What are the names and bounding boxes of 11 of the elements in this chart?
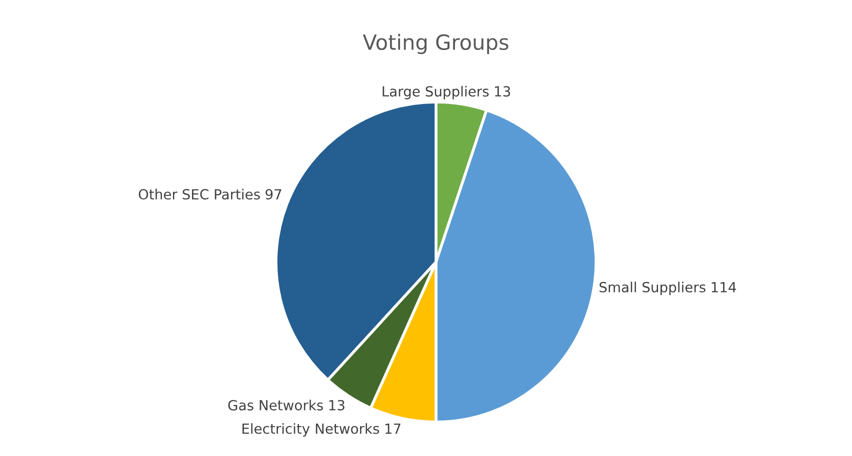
data-label: 97 [266, 189, 282, 200]
data-label: 114 [712, 282, 736, 292]
slice-label: Other SEC Parties [138, 188, 260, 200]
slice-label: Small Suppliers [600, 282, 706, 296]
data-label: 13 [329, 400, 344, 410]
slice-label: Gas Networks [228, 400, 323, 410]
slice-label: Electricity Networks [242, 423, 380, 437]
slice-label: Large Suppliers [382, 86, 489, 100]
data-label: 17 [385, 424, 400, 434]
data-label: 13 [495, 86, 510, 97]
chart-title: Voting Groups [362, 34, 508, 54]
